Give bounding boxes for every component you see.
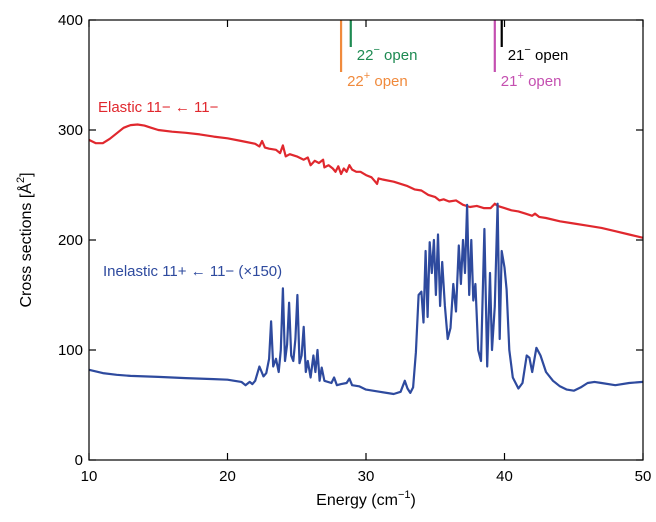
x-axis-title: Energy (cm−1) (316, 489, 416, 509)
x-tick-label: 40 (496, 468, 513, 485)
y-tick-label: 300 (58, 122, 83, 139)
y-axis-title: Cross sections [Å2] (15, 172, 35, 307)
x-tick-label: 50 (635, 468, 652, 485)
threshold-label: 21− open (508, 44, 569, 64)
threshold-layer: 22+ open 22− open 21+ open 21− open (339, 20, 569, 90)
x-tick-label: 10 (81, 468, 98, 485)
y-tick-label: 0 (75, 452, 83, 469)
threshold-label: 21+ open (501, 70, 562, 90)
y-tick-label: 200 (58, 232, 83, 249)
inelastic-series-line (88, 202, 644, 396)
threshold-label: 22− open (357, 44, 418, 64)
inelastic-series-label: Inelastic 11+ ← 11− (×150) (103, 263, 282, 280)
threshold-label: 22+ open (347, 70, 408, 90)
y-tick-label: 400 (58, 12, 83, 29)
y-tick-label: 100 (58, 342, 83, 359)
axis-ticks: 10 20 30 40 50 0 100 200 300 400 (58, 12, 651, 485)
x-tick-label: 30 (358, 468, 375, 485)
series-labels: Elastic 11− ← 11− Inelastic 11+ ← 11− (×… (98, 99, 282, 280)
x-tick-label: 20 (219, 468, 236, 485)
series-layer (88, 123, 644, 396)
elastic-series-label: Elastic 11− ← 11− (98, 99, 219, 116)
elastic-series-line (88, 123, 644, 239)
